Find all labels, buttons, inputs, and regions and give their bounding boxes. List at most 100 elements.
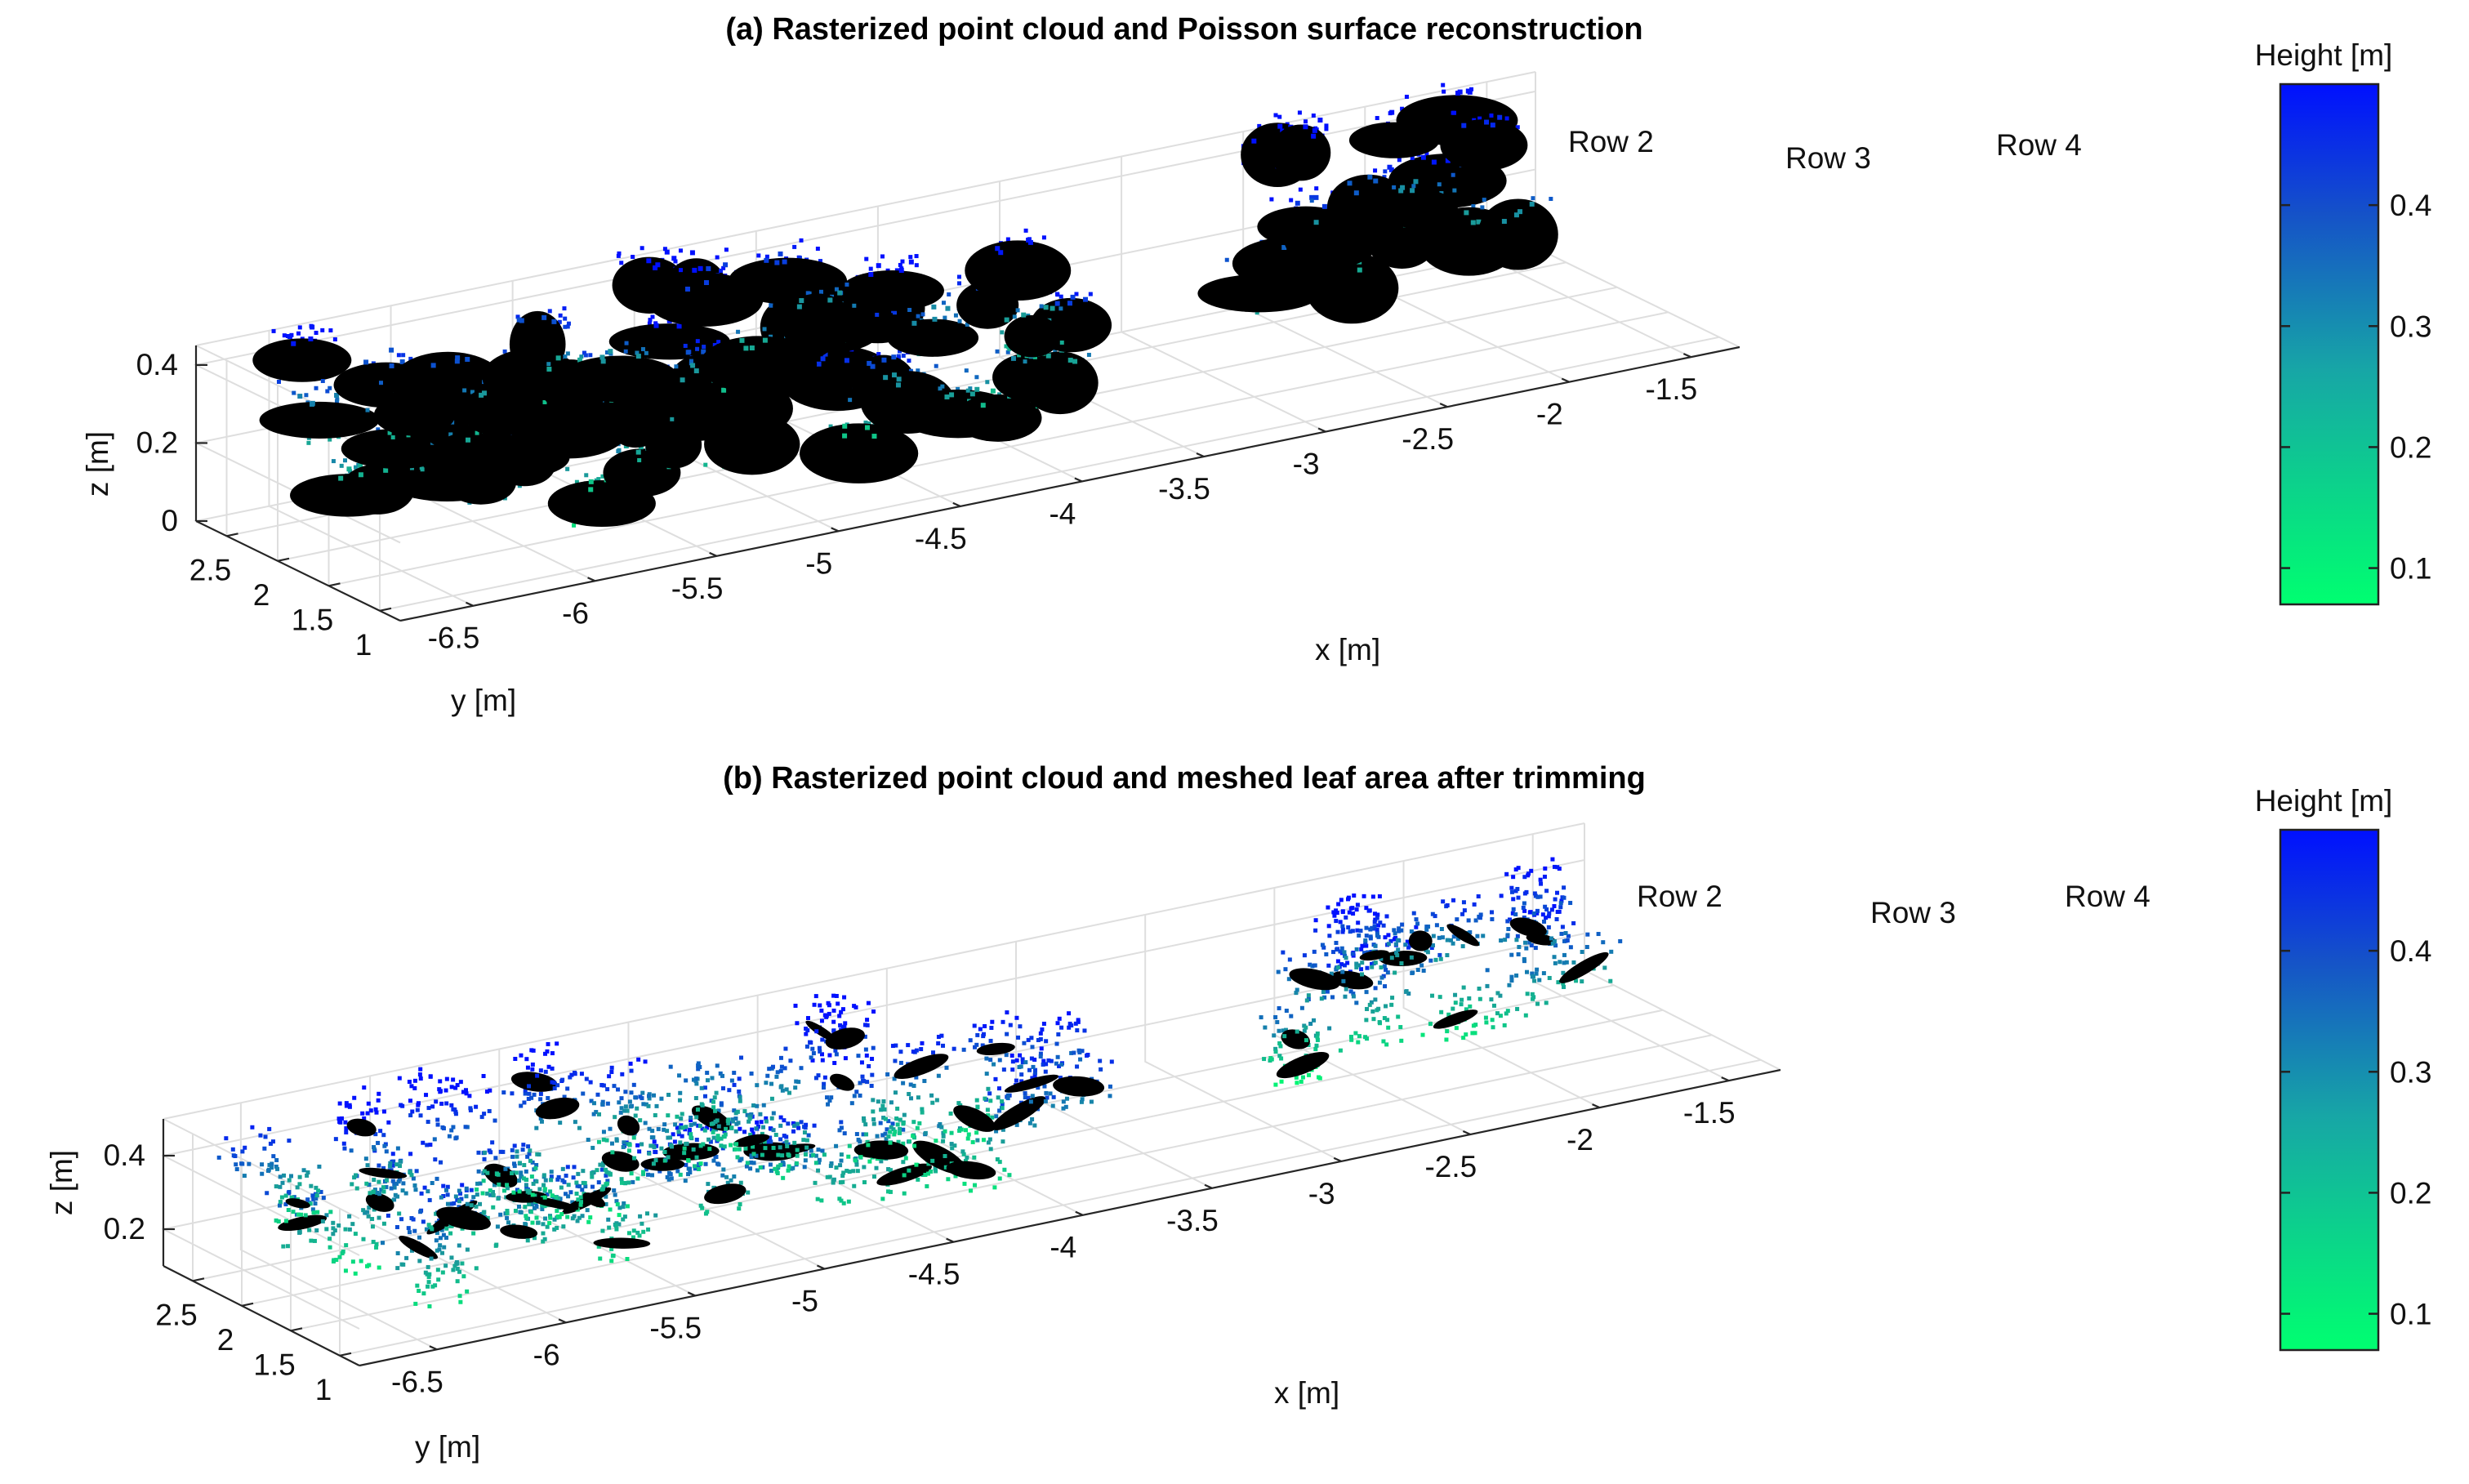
point	[1446, 1012, 1451, 1017]
point	[1428, 958, 1433, 963]
point	[1304, 119, 1308, 124]
point	[455, 1279, 460, 1284]
point	[1299, 1005, 1304, 1010]
point	[1389, 109, 1395, 115]
point	[834, 1052, 839, 1057]
point	[1351, 994, 1356, 999]
point	[1467, 89, 1473, 95]
point	[1344, 987, 1348, 992]
point	[923, 1130, 928, 1135]
point	[1281, 950, 1286, 955]
point	[733, 1147, 738, 1152]
point	[1278, 1044, 1283, 1049]
point	[535, 1073, 540, 1078]
point	[1272, 1033, 1277, 1038]
point	[408, 356, 413, 361]
point	[279, 1195, 284, 1200]
point	[1283, 967, 1288, 972]
point	[604, 1173, 608, 1178]
point	[297, 394, 303, 399]
point	[1030, 1094, 1035, 1099]
point	[1028, 1099, 1033, 1104]
point	[907, 359, 911, 363]
point	[919, 1047, 924, 1052]
point	[1287, 957, 1292, 962]
point	[843, 1056, 848, 1061]
point	[693, 368, 699, 374]
point	[287, 1139, 292, 1143]
point	[608, 349, 613, 354]
panel-a-row2-label: Row 2	[1568, 125, 1654, 158]
point	[1335, 911, 1339, 916]
point	[310, 1207, 315, 1212]
point	[858, 1139, 862, 1144]
point	[343, 1227, 348, 1232]
point	[1324, 951, 1329, 956]
point	[1043, 1099, 1048, 1103]
point	[1001, 1127, 1005, 1132]
grid-line	[885, 968, 1084, 1216]
point	[548, 1215, 553, 1220]
point	[565, 324, 570, 329]
point	[619, 1177, 624, 1182]
point	[869, 1084, 874, 1089]
point	[1410, 155, 1415, 160]
point	[525, 1238, 530, 1243]
point	[1531, 996, 1535, 1001]
point	[1085, 1053, 1090, 1058]
point	[720, 1173, 725, 1178]
point	[922, 1079, 927, 1084]
point	[530, 1160, 535, 1165]
point	[1393, 942, 1398, 947]
panel-a-marks	[252, 82, 1558, 528]
point	[723, 262, 729, 268]
grid-line	[1535, 247, 1740, 348]
point	[376, 1098, 381, 1103]
point	[1041, 1021, 1046, 1026]
point	[1558, 960, 1562, 965]
point	[816, 1073, 821, 1078]
point	[1367, 174, 1373, 180]
point	[990, 1019, 995, 1024]
point	[381, 1109, 386, 1114]
point	[840, 1174, 845, 1179]
point	[751, 1152, 756, 1156]
point	[640, 246, 644, 251]
point	[668, 1135, 673, 1140]
point	[831, 993, 836, 998]
point	[296, 331, 301, 336]
x-tick-label: -3.5	[1166, 1204, 1219, 1237]
point	[644, 1167, 648, 1172]
grid-line	[1531, 834, 1730, 1082]
point	[621, 1144, 626, 1149]
point	[743, 345, 749, 351]
point	[260, 1171, 265, 1176]
point	[863, 1122, 868, 1127]
point	[1543, 866, 1548, 871]
point	[1312, 963, 1317, 968]
point	[1304, 998, 1309, 1003]
point	[471, 1231, 476, 1236]
point	[711, 1185, 716, 1190]
point	[1048, 1091, 1053, 1096]
point	[579, 1072, 584, 1076]
point	[464, 1091, 469, 1096]
point	[724, 1174, 729, 1179]
point	[1276, 969, 1281, 974]
x-tick-label: -3	[1308, 1177, 1335, 1210]
point	[1504, 116, 1509, 121]
point	[1392, 185, 1397, 189]
point	[1445, 902, 1450, 907]
point	[1269, 197, 1274, 202]
point	[519, 1210, 524, 1215]
point	[1000, 1106, 1005, 1111]
point	[389, 1186, 394, 1191]
point	[377, 1215, 381, 1220]
point	[317, 1164, 322, 1169]
point	[415, 1107, 420, 1112]
point	[1501, 219, 1507, 225]
point	[344, 1243, 349, 1248]
point	[1459, 1002, 1464, 1007]
point	[546, 362, 551, 367]
point	[424, 1093, 429, 1098]
